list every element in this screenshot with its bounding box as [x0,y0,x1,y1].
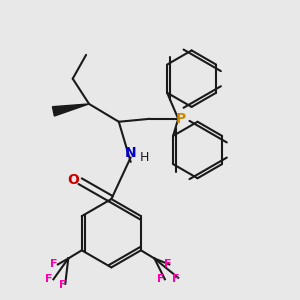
Text: F: F [157,274,164,284]
Text: F: F [58,280,66,290]
Text: F: F [50,260,57,269]
Text: O: O [67,173,79,187]
Polygon shape [52,104,89,116]
Text: H: H [140,151,149,164]
Text: F: F [172,274,179,284]
Text: P: P [176,112,186,126]
Text: N: N [125,146,136,160]
Text: F: F [45,274,53,284]
Text: F: F [164,260,172,269]
